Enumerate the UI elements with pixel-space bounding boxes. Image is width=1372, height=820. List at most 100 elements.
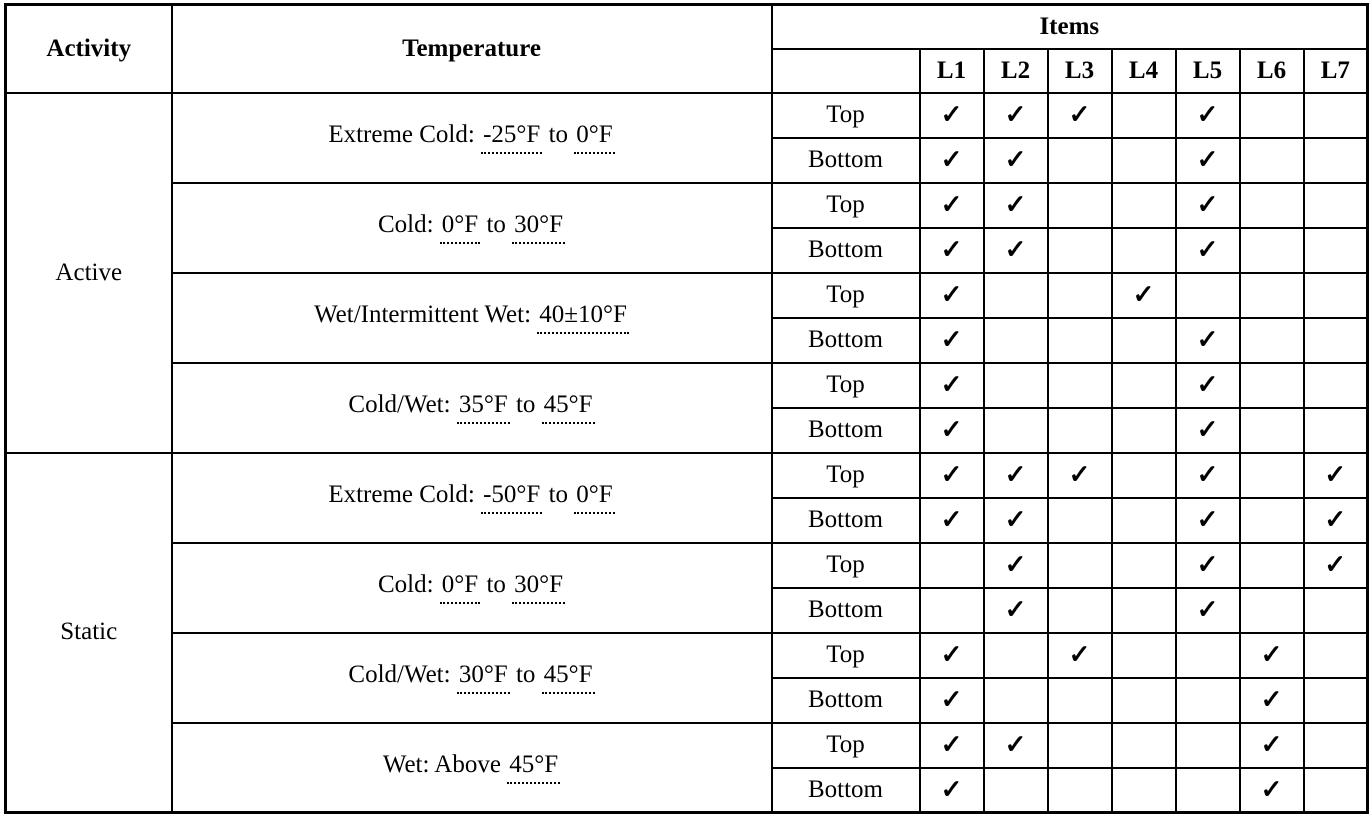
check-cell-l5: ✓ xyxy=(1174,361,1241,409)
temperature-value-underlined: 30°F xyxy=(456,661,510,694)
check-icon: ✓ xyxy=(1196,415,1219,444)
temperature-cell: Cold: 0°F to 30°F xyxy=(170,541,773,634)
check-cell-l3 xyxy=(1046,766,1113,814)
temperature-value-underlined: 45°F xyxy=(541,391,595,424)
check-cell-l3: ✓ xyxy=(1046,631,1113,679)
check-icon: ✓ xyxy=(940,145,963,174)
temperature-text: to xyxy=(542,481,575,509)
check-icon: ✓ xyxy=(1196,190,1219,219)
item-column-header-l5: L5 xyxy=(1174,47,1241,94)
check-icon: ✓ xyxy=(1324,505,1347,534)
check-cell-l5: ✓ xyxy=(1174,316,1241,364)
check-cell-l5: ✓ xyxy=(1174,496,1241,544)
table-row: Bottom ✓ ✓ xyxy=(6,676,1369,724)
header-row-item-columns: L1 L2 L3 L4 L5 L6 L7 xyxy=(6,47,1369,94)
temperature-column-header: Temperature xyxy=(170,3,773,94)
temperature-text: Wet: Above xyxy=(382,751,508,778)
check-cell-l5: ✓ xyxy=(1174,406,1241,454)
check-cell-l2 xyxy=(982,631,1049,679)
check-cell-l4 xyxy=(1110,451,1177,499)
table-header: Activity Temperature Items L1 L2 L3 L4 L5 L6 L… xyxy=(4,3,1369,94)
check-cell-l6 xyxy=(1238,316,1305,364)
check-cell-l5 xyxy=(1174,766,1241,814)
check-icon: ✓ xyxy=(1004,190,1027,219)
check-cell-l6 xyxy=(1238,586,1305,634)
row-position-label: Bottom xyxy=(770,766,921,814)
check-icon: ✓ xyxy=(1260,685,1283,714)
check-cell-l2: ✓ xyxy=(982,721,1049,769)
check-cell-l1: ✓ xyxy=(918,721,985,769)
table-row: Bottom ✓ ✓ xyxy=(6,766,1369,814)
check-cell-l4 xyxy=(1110,136,1177,184)
row-position-label: Bottom xyxy=(770,316,921,364)
check-cell-l5: ✓ xyxy=(1174,181,1241,229)
check-cell-l2: ✓ xyxy=(982,541,1049,589)
table-row: Cold: 0°F to 30°F Top ✓ ✓ ✓ xyxy=(6,541,1369,634)
row-position-label: Top xyxy=(770,541,921,589)
check-cell-l3 xyxy=(1046,316,1113,364)
table-row: Cold: 0°F to 30°F Top ✓ ✓ ✓ xyxy=(6,181,1369,274)
temperature-text: Cold: xyxy=(377,571,440,599)
temperature-cell: Wet: Above 45°F xyxy=(170,721,773,814)
check-icon: ✓ xyxy=(940,640,963,669)
check-cell-l4 xyxy=(1110,91,1177,139)
check-cell-l5 xyxy=(1174,631,1241,679)
row-position-label: Top xyxy=(770,271,921,319)
check-cell-l7 xyxy=(1302,406,1369,454)
table-row: Active Extreme Cold: -25°F to 0°F Top ✓ ✓ ✓ ✓ xyxy=(4,91,1369,454)
check-icon: ✓ xyxy=(1196,325,1219,354)
check-cell-l7 xyxy=(1302,136,1369,184)
check-icon: ✓ xyxy=(940,280,963,309)
check-cell-l7 xyxy=(1302,676,1369,724)
check-cell-l1: ✓ xyxy=(918,181,985,229)
temperature-cell: Cold/Wet: 30°F to 45°F xyxy=(170,631,773,724)
table-row: Bottom ✓ ✓ ✓ xyxy=(6,136,1369,184)
check-cell-l2: ✓ xyxy=(982,451,1049,499)
activity-column-header: Activity xyxy=(4,3,173,94)
check-cell-l1 xyxy=(918,541,985,589)
item-column-header-l1: L1 xyxy=(918,47,985,94)
temperature-value-underlined: 30°F xyxy=(512,571,566,604)
table-row: Wet/Intermittent Wet: 40±10°F Top ✓ ✓ xyxy=(6,271,1369,364)
temperature-text: Cold/Wet: xyxy=(348,661,457,689)
check-cell-l5 xyxy=(1174,721,1241,769)
check-cell-l7: ✓ xyxy=(1302,451,1369,499)
check-cell-l4 xyxy=(1110,721,1177,769)
temperature-text: Extreme Cold: xyxy=(328,121,482,149)
temperature-value-underlined: 0°F xyxy=(574,481,615,514)
check-cell-l2 xyxy=(982,406,1049,454)
temperature-text: to xyxy=(509,661,542,689)
item-column-header-l2: L2 xyxy=(982,47,1049,94)
check-cell-l3 xyxy=(1046,541,1113,589)
temperature-text: Wet/Intermittent Wet: xyxy=(314,301,538,329)
check-icon: ✓ xyxy=(1004,145,1027,174)
check-icon: ✓ xyxy=(1260,774,1283,804)
temperature-text: Cold/Wet: xyxy=(348,391,457,419)
temperature-value-underlined: 0°F xyxy=(574,121,615,154)
check-cell-l5: ✓ xyxy=(1174,451,1241,499)
check-cell-l1: ✓ xyxy=(918,136,985,184)
check-cell-l3: ✓ xyxy=(1046,91,1113,139)
table-row: Bottom ✓ ✓ xyxy=(6,406,1369,454)
temperature-cell: Cold: 0°F to 30°F xyxy=(170,181,773,274)
check-icon: ✓ xyxy=(1004,550,1027,579)
activity-cell-active: Active xyxy=(4,91,173,454)
check-cell-l7 xyxy=(1302,91,1369,139)
check-icon: ✓ xyxy=(1260,640,1283,669)
table-row: Bottom ✓ ✓ xyxy=(6,316,1369,364)
temperature-cell: Cold/Wet: 35°F to 45°F xyxy=(170,361,773,454)
check-cell-l6 xyxy=(1238,271,1305,319)
temperature-value-underlined: 30°F xyxy=(512,211,566,244)
check-cell-l7 xyxy=(1302,766,1369,814)
check-cell-l3 xyxy=(1046,721,1113,769)
matrix-table: Activity Temperature Items L1 L2 L3 L4 L5 L6 L… xyxy=(4,3,1370,814)
temperature-value-underlined: 45°F xyxy=(507,751,561,784)
temperature-value-underlined: 0°F xyxy=(439,211,481,244)
check-cell-l1: ✓ xyxy=(918,676,985,724)
temperature-text: to xyxy=(542,121,575,149)
check-cell-l1: ✓ xyxy=(918,406,985,454)
check-cell-l7 xyxy=(1302,631,1369,679)
check-icon: ✓ xyxy=(1196,235,1219,264)
row-position-label: Top xyxy=(770,721,921,769)
